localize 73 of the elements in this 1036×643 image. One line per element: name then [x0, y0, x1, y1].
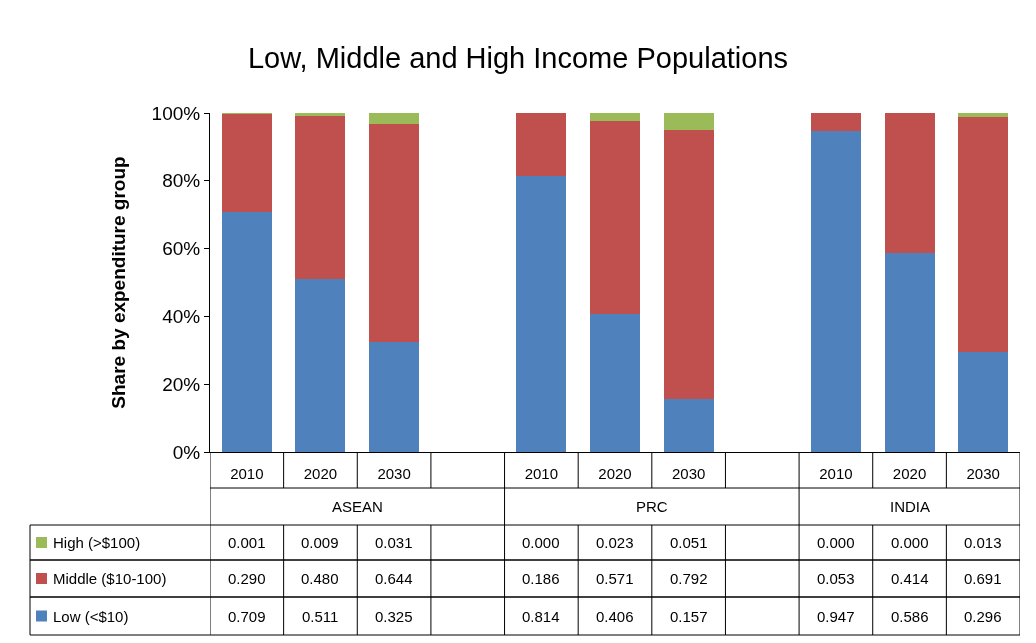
bar	[295, 113, 346, 117]
y-tick-label: 100%	[151, 102, 201, 124]
data-label: 0.000	[522, 534, 560, 551]
data-label: 0.031	[375, 534, 413, 551]
bar	[516, 176, 567, 452]
bar	[221, 113, 272, 212]
bar	[884, 253, 935, 452]
data-label: 0.586	[891, 608, 929, 625]
data-label: 0.709	[228, 608, 266, 625]
x-tick-label: 2010	[524, 465, 559, 482]
x-tick-label: 2020	[892, 465, 927, 482]
bar	[958, 117, 1009, 352]
bar	[221, 211, 272, 452]
text: INDIA	[890, 498, 931, 515]
data-label: 0.000	[891, 534, 929, 551]
data-label: 0.013	[964, 534, 1002, 551]
bar	[663, 398, 714, 452]
y-tick-label: 40%	[162, 306, 201, 328]
data-label: 0.414	[891, 570, 929, 587]
bar	[516, 113, 567, 177]
data-label: 0.947	[817, 608, 855, 625]
bar	[369, 341, 420, 452]
data-label: 0.814	[522, 608, 560, 625]
y-tick-label: 20%	[162, 373, 201, 395]
bar	[589, 113, 641, 121]
data-label: 0.792	[670, 570, 708, 587]
legend-label: Low (<$10)	[53, 608, 129, 625]
data-label: 0.051	[670, 534, 708, 551]
legend-label: High (>$100)	[53, 534, 141, 551]
text: ASEAN	[332, 498, 383, 515]
bar	[663, 130, 714, 399]
data-label: 0.325	[375, 608, 413, 625]
bar	[295, 116, 346, 279]
text: PRC	[636, 498, 668, 515]
data-label: 0.571	[596, 570, 634, 587]
bar	[663, 113, 714, 131]
y-tick-label: 80%	[162, 170, 201, 192]
x-tick-label: 2010	[819, 465, 853, 482]
bar	[295, 278, 346, 452]
x-tick-label: 2020	[598, 465, 632, 482]
bar	[810, 130, 861, 452]
x-tick-label: 2010	[230, 465, 264, 482]
data-label: 0.480	[301, 570, 339, 587]
y-axis-title: Share by expenditure group	[108, 156, 130, 409]
bar	[369, 113, 420, 124]
x-tick-label: 2030	[377, 465, 411, 482]
bar	[589, 314, 641, 452]
data-label: 0.290	[228, 570, 266, 587]
bar	[810, 113, 861, 131]
chart-title: Low, Middle and High Income Populations	[247, 42, 789, 75]
bar	[958, 113, 1009, 118]
x-tick-label: 2030	[966, 465, 1000, 482]
bar	[589, 120, 641, 315]
data-label: 0.691	[964, 570, 1002, 587]
bar	[958, 351, 1009, 452]
data-label: 0.009	[301, 534, 339, 551]
y-tick-label: 60%	[162, 238, 201, 260]
data-label: 0.023	[596, 534, 634, 551]
x-tick-label: 2030	[671, 465, 706, 482]
bar	[884, 113, 935, 254]
y-tick-label: 0%	[172, 441, 201, 463]
data-label: 0.644	[375, 570, 413, 587]
data-label: 0.157	[670, 608, 708, 625]
legend-label: Middle ($10-100)	[53, 570, 167, 587]
x-tick-label: 2020	[303, 465, 338, 482]
data-label: 0.000	[817, 534, 855, 551]
bar	[369, 123, 420, 342]
data-label: 0.053	[817, 570, 855, 587]
data-label: 0.296	[964, 608, 1002, 625]
data-label: 0.511	[302, 608, 339, 625]
data-label: 0.406	[596, 608, 634, 625]
data-label: 0.186	[522, 570, 560, 587]
data-label: 0.001	[228, 534, 266, 551]
